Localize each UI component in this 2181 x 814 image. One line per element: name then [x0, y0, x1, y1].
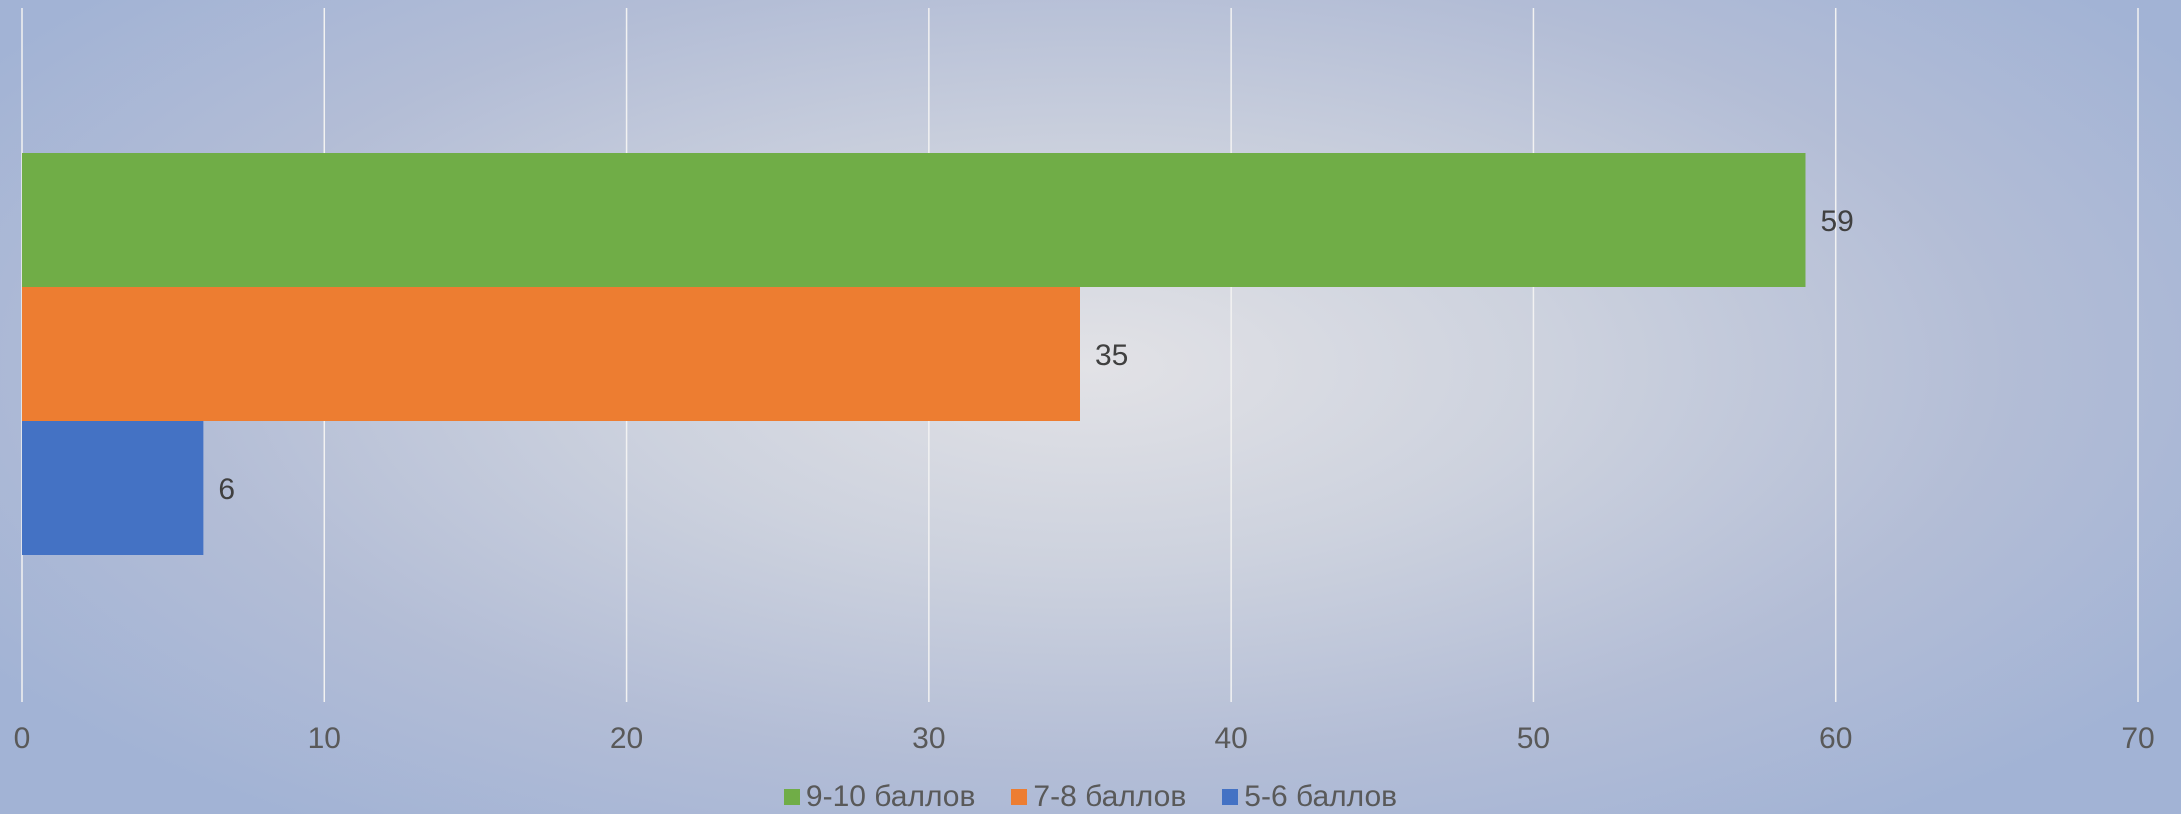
legend-item: 9-10 баллов	[783, 780, 976, 814]
legend-swatch	[1011, 789, 1028, 805]
x-tick-label: 50	[1517, 722, 1550, 755]
legend-label: 9-10 баллов	[805, 780, 976, 813]
bar	[22, 421, 204, 555]
x-tick-label: 40	[1214, 722, 1247, 755]
x-tick-label: 10	[308, 722, 341, 755]
x-tick-label: 20	[610, 722, 643, 755]
legend-item: 5-6 баллов	[1222, 780, 1397, 814]
legend-item: 7-8 баллов	[1011, 780, 1186, 814]
bar	[22, 153, 1806, 287]
x-tick-label: 0	[14, 722, 31, 755]
bar	[22, 287, 1080, 421]
legend-swatch	[1222, 789, 1239, 805]
data-label: 6	[218, 473, 235, 506]
x-tick-label: 30	[912, 722, 945, 755]
legend-swatch	[783, 789, 800, 805]
legend-label: 7-8 баллов	[1033, 780, 1187, 813]
x-tick-label: 70	[2121, 722, 2154, 755]
bar-chart: 0 10 20 30 40 50 60 70 59 35 6	[14, 8, 2155, 755]
data-label: 35	[1095, 339, 1128, 372]
x-tick-label: 60	[1819, 722, 1852, 755]
data-label: 59	[1820, 205, 1853, 238]
chart-legend: 9-10 баллов 7-8 баллов 5-6 баллов	[0, 780, 2181, 814]
legend-label: 5-6 баллов	[1244, 780, 1398, 813]
